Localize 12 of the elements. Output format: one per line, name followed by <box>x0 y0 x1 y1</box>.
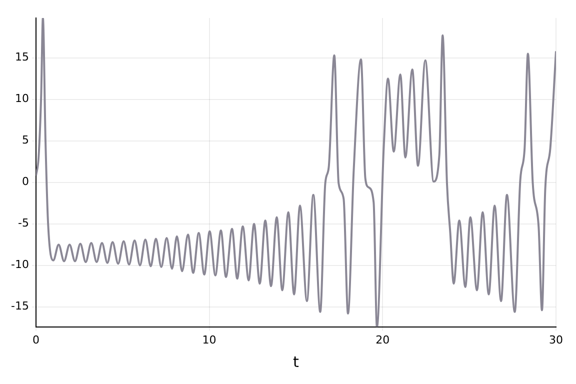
x-tick-label: 10 <box>202 333 216 346</box>
x-axis-title: t <box>293 352 300 371</box>
x-tick-label: 30 <box>549 333 563 346</box>
y-tick-label: 15 <box>14 50 29 64</box>
y-tick-label: 5 <box>22 134 29 147</box>
y-tick-label: 10 <box>14 92 29 106</box>
y-tick-label: -15 <box>11 300 29 313</box>
x-tick-label: 20 <box>376 333 390 346</box>
y-tick-label: -10 <box>11 258 29 272</box>
y-tick-label: 0 <box>22 175 29 188</box>
x-tick-label: 0 <box>32 333 40 346</box>
y-tick-label: -5 <box>18 216 29 230</box>
